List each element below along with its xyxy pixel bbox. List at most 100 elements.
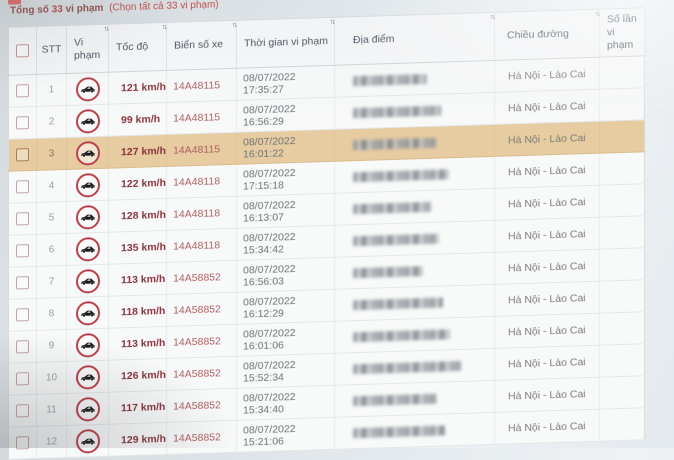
row-checkbox[interactable] bbox=[16, 180, 29, 193]
plate-value: 14A58852 bbox=[173, 303, 221, 316]
row-number: 12 bbox=[46, 436, 57, 447]
violation-time-value: 08/07/2022 15:34:40 bbox=[243, 390, 296, 416]
speeding-violation-icon bbox=[76, 332, 100, 357]
violation-time-value: 08/07/2022 17:15:18 bbox=[243, 166, 296, 192]
speeding-violation-icon bbox=[76, 140, 100, 165]
column-header-stt: STT bbox=[37, 25, 67, 74]
speed-value: 117 km/h bbox=[121, 400, 165, 413]
column-header-time[interactable]: ↑↓ Thời gian vi phạm bbox=[237, 17, 335, 68]
location-redacted-blur bbox=[353, 169, 449, 182]
row-checkbox[interactable] bbox=[16, 308, 29, 321]
direction-value: Hà Nội - Lào Cai bbox=[508, 292, 586, 306]
plate-value: 14A48118 bbox=[173, 207, 220, 220]
plate-value: 14A48115 bbox=[173, 111, 220, 124]
car-silhouette bbox=[80, 436, 96, 446]
location-redacted-blur bbox=[353, 105, 441, 118]
violations-tbody: 1 121 km/h 14A48115 08/07/2022 17:35:27 … bbox=[9, 56, 645, 459]
plate-value: 14A48118 bbox=[173, 239, 220, 252]
violation-time-value: 08/07/2022 16:56:29 bbox=[243, 102, 296, 128]
column-header-label: Địa điểm bbox=[353, 33, 394, 46]
violations-table: STT Vi phạm ↑↓ Tốc độ ↑↓ Biển số xe ↑↓ T… bbox=[8, 7, 645, 459]
car-silhouette bbox=[80, 244, 96, 254]
speed-value: 129 km/h bbox=[121, 432, 166, 445]
speeding-violation-icon bbox=[76, 268, 100, 293]
row-checkbox[interactable] bbox=[16, 148, 29, 161]
row-number: 8 bbox=[49, 308, 55, 319]
sort-icon: ↑↓ bbox=[104, 26, 108, 34]
row-checkbox[interactable] bbox=[16, 116, 29, 129]
location-redacted-blur bbox=[353, 137, 437, 150]
row-number: 5 bbox=[49, 212, 55, 223]
car-silhouette bbox=[80, 276, 96, 286]
column-header-select bbox=[9, 26, 37, 75]
plate-value: 14A48115 bbox=[173, 79, 220, 92]
column-header-label: Thời gian vi phạm bbox=[244, 35, 328, 50]
location-redacted-blur bbox=[353, 393, 437, 406]
row-number: 3 bbox=[49, 148, 55, 159]
total-count: 33 bbox=[52, 4, 63, 15]
location-redacted-blur bbox=[353, 329, 450, 342]
column-header-count[interactable]: ↑↓ Số lần vi phạm bbox=[600, 8, 645, 57]
car-silhouette bbox=[80, 308, 96, 318]
violation-time-value: 08/07/2022 15:34:42 bbox=[243, 230, 296, 256]
column-header-direction[interactable]: ↑↓ Chiều đường bbox=[495, 9, 600, 60]
row-checkbox[interactable] bbox=[16, 244, 29, 257]
row-checkbox[interactable] bbox=[16, 212, 29, 225]
summary-prefix: Tổng số bbox=[10, 5, 49, 17]
speed-value: 121 km/h bbox=[121, 80, 166, 93]
plate-value: 14A58852 bbox=[173, 367, 221, 380]
speed-value: 99 km/h bbox=[121, 113, 160, 126]
row-checkbox[interactable] bbox=[16, 276, 29, 289]
select-all-checkbox[interactable] bbox=[16, 44, 29, 57]
speed-value: 135 km/h bbox=[121, 240, 166, 253]
screen-content: Tổng số 33 vi phạm (Chọn tất cả 33 vi ph… bbox=[0, 0, 674, 448]
row-checkbox[interactable] bbox=[16, 404, 29, 417]
direction-value: Hà Nội - Lào Cai bbox=[508, 388, 586, 402]
direction-value: Hà Nội - Lào Cai bbox=[508, 68, 586, 82]
row-checkbox[interactable] bbox=[16, 84, 29, 97]
violation-time-value: 08/07/2022 16:12:29 bbox=[243, 294, 296, 320]
sort-icon: ↑↓ bbox=[595, 11, 599, 19]
column-header-speed[interactable]: ↑↓ Tốc độ bbox=[109, 22, 167, 72]
row-number: 2 bbox=[49, 116, 55, 127]
summary-line: Tổng số 33 vi phạm (Chọn tất cả 33 vi ph… bbox=[10, 0, 219, 17]
row-checkbox[interactable] bbox=[16, 340, 29, 353]
direction-value: Hà Nội - Lào Cai bbox=[508, 260, 586, 274]
violation-time-value: 08/07/2022 16:01:06 bbox=[243, 326, 296, 352]
direction-value: Hà Nội - Lào Cai bbox=[508, 420, 586, 434]
plate-value: 14A48115 bbox=[173, 143, 220, 156]
location-redacted-blur bbox=[353, 266, 423, 278]
column-header-violation: Vi phạm bbox=[67, 24, 109, 73]
plate-value: 14A58852 bbox=[173, 399, 221, 412]
speeding-violation-icon bbox=[76, 108, 100, 133]
speed-value: 113 km/h bbox=[121, 336, 165, 349]
speed-value: 113 km/h bbox=[121, 272, 165, 285]
select-all-link[interactable]: (Chọn tất cả 33 vi phạm) bbox=[109, 0, 219, 14]
column-header-plate[interactable]: ↑↓ Biển số xe bbox=[167, 20, 237, 70]
violation-time-value: 08/07/2022 17:35:27 bbox=[243, 70, 296, 96]
direction-value: Hà Nội - Lào Cai bbox=[508, 100, 586, 114]
car-silhouette bbox=[80, 116, 96, 126]
speeding-violation-icon bbox=[76, 204, 100, 229]
sort-icon: ↑↓ bbox=[490, 14, 494, 22]
speeding-violation-icon bbox=[76, 364, 100, 389]
sort-icon: ↑↓ bbox=[162, 24, 166, 32]
row-checkbox[interactable] bbox=[16, 372, 29, 385]
car-silhouette bbox=[80, 340, 96, 350]
direction-value: Hà Nội - Lào Cai bbox=[508, 228, 586, 242]
plate-value: 14A58852 bbox=[173, 431, 221, 444]
direction-value: Hà Nội - Lào Cai bbox=[508, 324, 586, 338]
row-number: 11 bbox=[46, 404, 56, 415]
speeding-violation-icon bbox=[76, 236, 100, 261]
car-silhouette bbox=[80, 372, 96, 382]
row-number: 6 bbox=[49, 244, 55, 255]
column-header-location[interactable]: ↑↓ Địa điểm bbox=[335, 12, 495, 65]
speeding-violation-icon bbox=[76, 76, 100, 101]
direction-value: Hà Nội - Lào Cai bbox=[508, 132, 586, 146]
column-header-label: STT bbox=[42, 43, 62, 56]
location-redacted-blur bbox=[353, 425, 445, 438]
column-header-label: Số lần vi phạm bbox=[607, 13, 637, 52]
speeding-violation-icon bbox=[76, 300, 100, 325]
row-number: 9 bbox=[49, 340, 55, 351]
summary-total: Tổng số 33 vi phạm bbox=[10, 3, 103, 17]
